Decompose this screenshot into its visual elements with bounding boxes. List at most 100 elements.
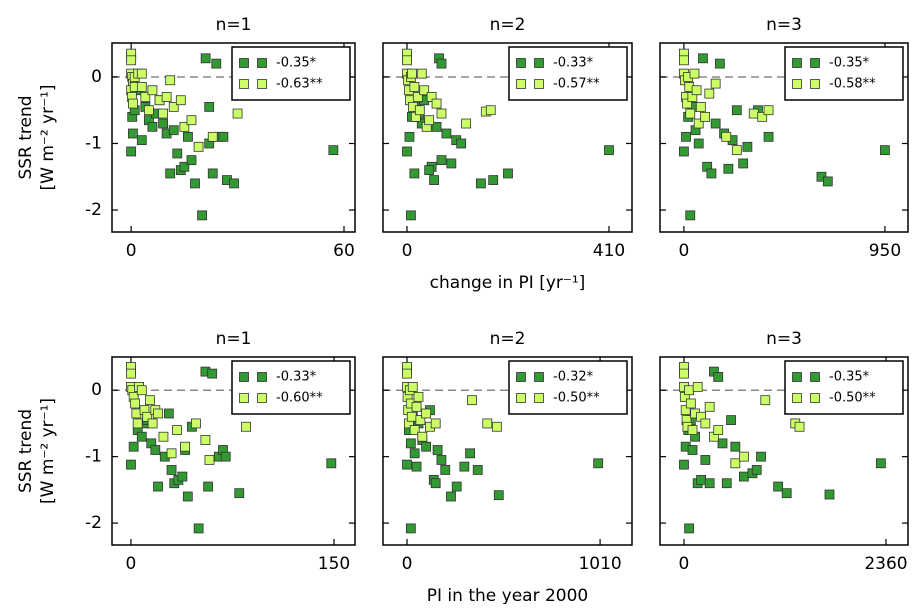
point [207,168,218,179]
legend-swatch [534,79,544,89]
point [407,381,418,392]
point [407,68,417,79]
point [424,165,435,176]
point [763,105,774,116]
y-tick-label: 0 [91,67,102,87]
legend-swatch [792,393,802,403]
point [710,78,721,89]
point [875,458,886,469]
point [416,68,427,79]
point [147,121,158,132]
point [165,168,176,179]
point [128,98,138,109]
point [165,75,176,86]
point [431,121,442,132]
point [757,111,768,122]
legend-swatch [257,372,267,382]
point [128,441,139,452]
point [763,131,774,142]
point [406,411,417,422]
point [204,101,215,112]
point [200,435,211,445]
legend-swatch [810,79,820,89]
point [207,368,218,379]
point [126,146,137,157]
point [604,145,614,156]
point [432,445,443,455]
point [682,98,692,109]
point [731,105,742,116]
x-tick-label: 0 [402,241,413,261]
point [717,438,728,449]
x-axis-label: change in PI [yr⁻¹] [430,273,586,293]
point [179,121,190,132]
point [679,459,689,470]
point [158,118,168,129]
point [130,398,140,409]
point [700,418,711,429]
point [126,55,137,66]
point [503,168,513,179]
point [409,82,420,92]
point [136,431,147,442]
point [168,125,179,136]
legend-label: -0.35* [829,56,870,71]
point [421,408,432,419]
panel-title: n=1 [216,15,252,35]
point [136,82,147,92]
point [179,161,190,172]
legend-swatch [239,79,249,89]
point [685,210,696,221]
point [402,368,412,379]
point [687,425,698,435]
point [760,395,771,406]
point [781,488,792,499]
x-tick-label: 0 [679,554,690,574]
point [326,458,337,469]
point [412,92,423,102]
point [175,95,186,106]
panel-title: n=1 [216,329,252,349]
legend-swatch [792,372,802,382]
point [417,431,428,442]
point [751,465,762,475]
point [446,158,457,169]
legend-label: -0.57** [553,77,600,92]
point [714,58,725,69]
point [738,158,749,169]
point [696,474,706,485]
point [182,491,193,502]
point [436,108,447,119]
point [700,455,711,465]
point [681,131,691,142]
legend-swatch [534,372,544,382]
point [419,85,430,96]
x-tick-label: 950 [869,241,901,261]
point [190,178,200,189]
point [142,411,153,422]
point [413,391,424,402]
point [177,471,188,482]
legend-swatch [239,58,249,68]
point [756,451,766,462]
point [158,431,169,442]
point [131,408,142,419]
point [698,53,708,64]
plot-frame [382,356,633,546]
legend-swatch [516,393,526,403]
point [414,105,425,116]
legend-swatch [810,393,820,403]
plot-frame [111,356,356,546]
legend-swatch [792,79,802,89]
y-tick-label: -1 [85,447,102,467]
point [704,88,715,99]
panel-title: n=2 [490,329,526,349]
point [475,178,486,189]
point [687,445,698,455]
plot-frame [659,42,909,233]
legend-swatch [792,58,802,68]
point [405,523,416,534]
legend-label: -0.58** [829,77,876,92]
